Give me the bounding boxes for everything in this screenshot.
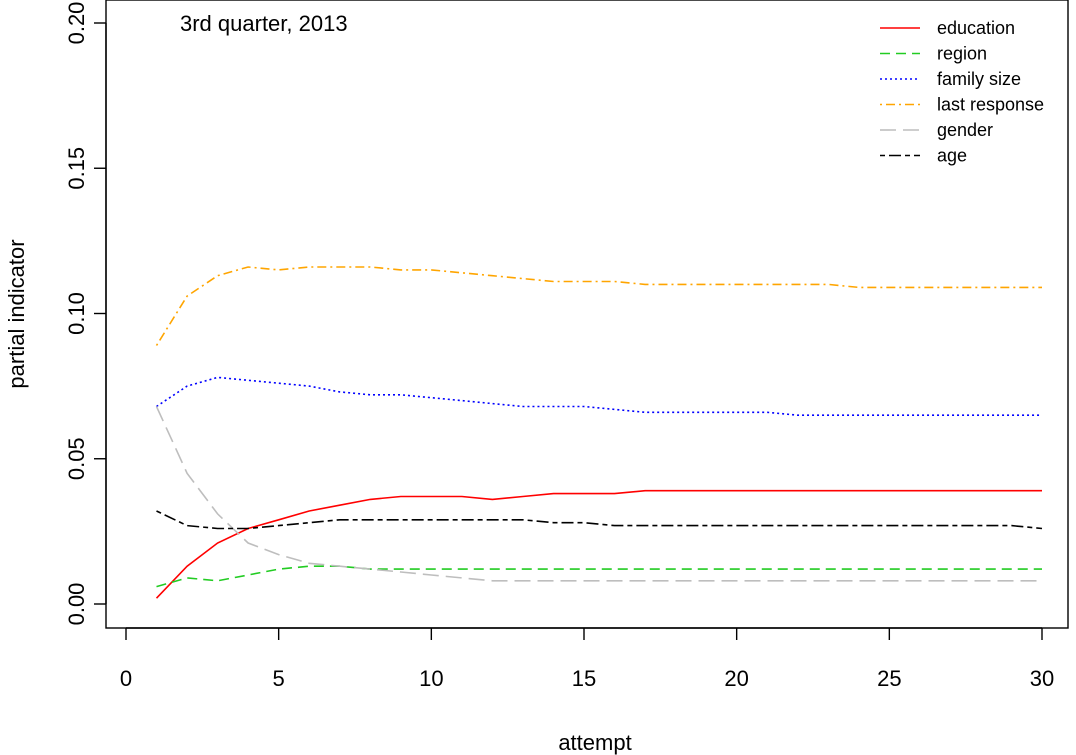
y-tick-label: 0.20 bbox=[64, 2, 89, 45]
x-tick-label: 15 bbox=[572, 666, 596, 691]
legend-label: last response bbox=[937, 95, 1044, 115]
y-tick-label: 0.15 bbox=[64, 147, 89, 190]
y-tick-label: 0.05 bbox=[64, 437, 89, 480]
x-axis: 0 5 10 15 20 25 30 bbox=[120, 627, 1054, 691]
y-tick-label: 0.10 bbox=[64, 292, 89, 335]
legend-label: family size bbox=[937, 69, 1021, 89]
x-axis-title: attempt bbox=[558, 730, 631, 755]
x-tick-label: 25 bbox=[877, 666, 901, 691]
legend-label: gender bbox=[937, 120, 993, 140]
x-tick-label: 10 bbox=[419, 666, 443, 691]
legend-label: age bbox=[937, 146, 967, 166]
y-tick-label: 0.00 bbox=[64, 583, 89, 626]
series-line-family-size bbox=[156, 376, 1042, 417]
y-axis-title: partial indicator bbox=[4, 239, 29, 388]
legend-label: region bbox=[937, 44, 987, 64]
x-tick-label: 5 bbox=[273, 666, 285, 691]
x-tick-label: 20 bbox=[724, 666, 748, 691]
x-tick-label: 0 bbox=[120, 666, 132, 691]
series-line-region bbox=[156, 565, 1042, 588]
series-line-age bbox=[156, 510, 1043, 530]
y-axis: 0.00 0.05 0.10 0.15 0.20 bbox=[64, 2, 107, 626]
series-layer bbox=[155, 266, 1043, 599]
legend-label: education bbox=[937, 18, 1015, 38]
series-line-education bbox=[155, 489, 1042, 599]
legend: education region family size last response g… bbox=[880, 18, 1044, 166]
plot-frame bbox=[105, 0, 1069, 629]
series-line-gender bbox=[155, 406, 1042, 582]
annotation-label: 3rd quarter, 2013 bbox=[180, 11, 348, 36]
series-line-last-response bbox=[155, 266, 1042, 346]
x-tick-label: 30 bbox=[1030, 666, 1054, 691]
